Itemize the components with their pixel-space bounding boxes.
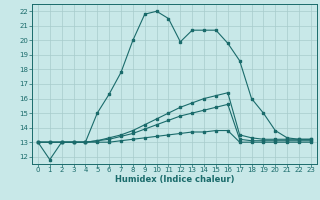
X-axis label: Humidex (Indice chaleur): Humidex (Indice chaleur): [115, 175, 234, 184]
